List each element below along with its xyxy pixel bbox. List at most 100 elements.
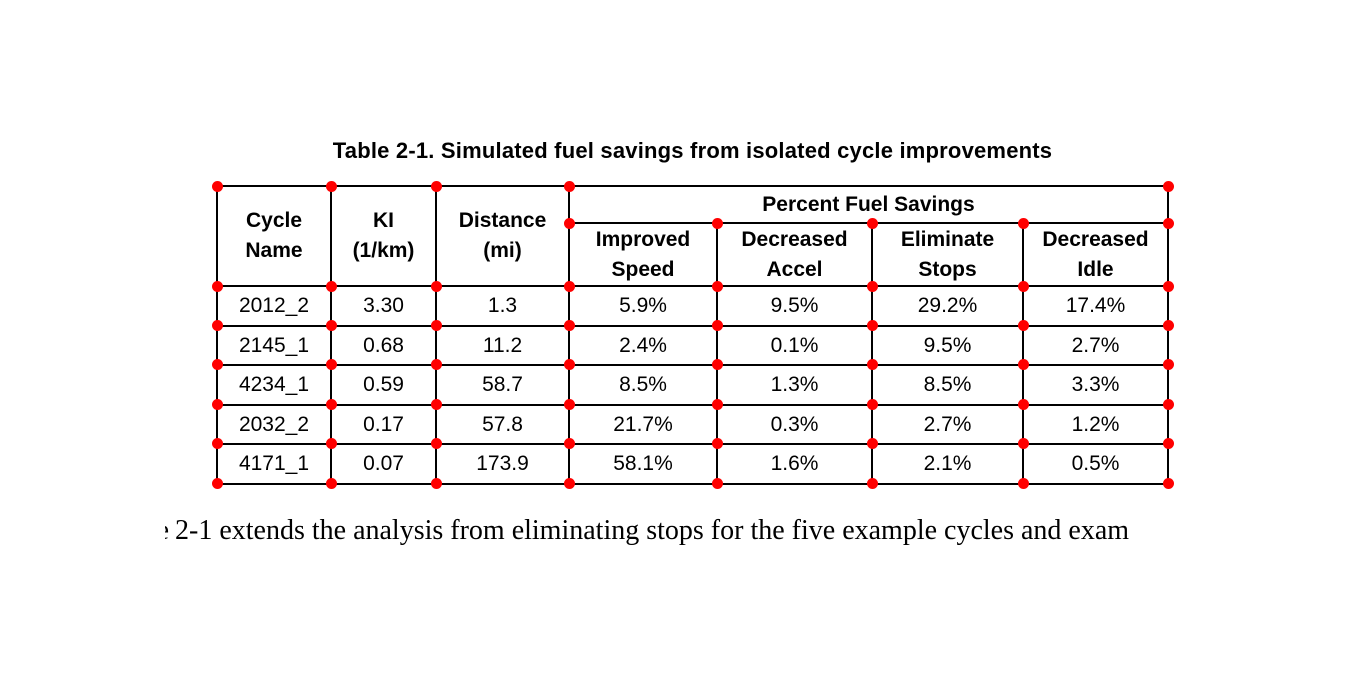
corner-marker-dot bbox=[1017, 437, 1029, 449]
corner-marker-dot bbox=[325, 319, 337, 331]
corner-marker-dot bbox=[325, 280, 337, 292]
col-header-eliminate-stops: Eliminate Stops bbox=[871, 222, 1024, 287]
cell-decreased-idle: 2.7% bbox=[1022, 325, 1169, 366]
corner-marker-dot bbox=[430, 358, 442, 370]
cell-decreased-accel: 9.5% bbox=[716, 285, 873, 327]
cell-ki: 0.59 bbox=[330, 364, 437, 406]
fuel-savings-table: Cycle Name KI (1/km) Distance (mi) Perce… bbox=[216, 185, 1169, 485]
corner-marker-dot bbox=[866, 217, 878, 229]
body-text-line: e2-1 extends the analysis from eliminati… bbox=[165, 511, 1366, 551]
col-header-decreased-accel: Decreased Accel bbox=[716, 222, 873, 287]
corner-marker-dot bbox=[711, 358, 723, 370]
cell-decreased-idle: 1.2% bbox=[1022, 404, 1169, 445]
cell-decreased-accel: 1.6% bbox=[716, 443, 873, 485]
corner-marker-dot bbox=[325, 180, 337, 192]
cell-eliminate-stops: 2.7% bbox=[871, 404, 1024, 445]
cell-improved-speed: 58.1% bbox=[568, 443, 718, 485]
cell-improved-speed: 2.4% bbox=[568, 325, 718, 366]
corner-marker-dot bbox=[711, 477, 723, 489]
cell-ki: 0.68 bbox=[330, 325, 437, 366]
corner-marker-dot bbox=[430, 280, 442, 292]
body-text: 2-1 extends the analysis from eliminatin… bbox=[175, 515, 1130, 546]
cell-distance: 58.7 bbox=[435, 364, 570, 406]
corner-marker-dot bbox=[430, 398, 442, 410]
col-header-distance: Distance (mi) bbox=[435, 185, 570, 287]
corner-marker-dot bbox=[1162, 437, 1174, 449]
corner-marker-dot bbox=[325, 358, 337, 370]
corner-marker-dot bbox=[211, 437, 223, 449]
cell-ki: 0.07 bbox=[330, 443, 437, 485]
corner-marker-dot bbox=[1017, 319, 1029, 331]
table-row: 2145_1 0.68 11.2 2.4% 0.1% 9.5% 2.7% bbox=[216, 325, 1169, 366]
table-row: 2032_2 0.17 57.8 21.7% 0.3% 2.7% 1.2% bbox=[216, 404, 1169, 445]
table-row: 4171_1 0.07 173.9 58.1% 1.6% 2.1% 0.5% bbox=[216, 443, 1169, 485]
cell-cycle-name: 2012_2 bbox=[216, 285, 332, 327]
corner-marker-dot bbox=[866, 477, 878, 489]
col-header-improved-speed: Improved Speed bbox=[568, 222, 718, 287]
cell-improved-speed: 5.9% bbox=[568, 285, 718, 327]
corner-marker-dot bbox=[711, 217, 723, 229]
corner-marker-dot bbox=[1162, 180, 1174, 192]
cell-cycle-name: 2145_1 bbox=[216, 325, 332, 366]
corner-marker-dot bbox=[563, 398, 575, 410]
cell-eliminate-stops: 2.1% bbox=[871, 443, 1024, 485]
corner-marker-dot bbox=[866, 437, 878, 449]
corner-marker-dot bbox=[430, 437, 442, 449]
col-header-ki: KI (1/km) bbox=[330, 185, 437, 287]
corner-marker-dot bbox=[563, 319, 575, 331]
corner-marker-dot bbox=[1162, 477, 1174, 489]
table-row: 4234_1 0.59 58.7 8.5% 1.3% 8.5% 3.3% bbox=[216, 364, 1169, 406]
corner-marker-dot bbox=[430, 319, 442, 331]
cell-decreased-idle: 17.4% bbox=[1022, 285, 1169, 327]
corner-marker-dot bbox=[711, 319, 723, 331]
cell-cycle-name: 2032_2 bbox=[216, 404, 332, 445]
corner-marker-dot bbox=[563, 217, 575, 229]
table-row: 2012_2 3.30 1.3 5.9% 9.5% 29.2% 17.4% bbox=[216, 285, 1169, 327]
corner-marker-dot bbox=[1017, 477, 1029, 489]
corner-marker-dot bbox=[1162, 398, 1174, 410]
col-group-header-percent-fuel-savings: Percent Fuel Savings bbox=[568, 185, 1169, 224]
corner-marker-dot bbox=[211, 398, 223, 410]
cell-eliminate-stops: 9.5% bbox=[871, 325, 1024, 366]
corner-marker-dot bbox=[866, 280, 878, 292]
col-header-decreased-idle: Decreased Idle bbox=[1022, 222, 1169, 287]
corner-marker-dot bbox=[1162, 319, 1174, 331]
cell-decreased-accel: 0.3% bbox=[716, 404, 873, 445]
corner-marker-dot bbox=[563, 477, 575, 489]
corner-marker-dot bbox=[866, 319, 878, 331]
corner-marker-dot bbox=[325, 477, 337, 489]
corner-marker-dot bbox=[325, 437, 337, 449]
corner-marker-dot bbox=[1162, 280, 1174, 292]
clipped-word-fragment: e bbox=[165, 511, 169, 551]
cell-decreased-accel: 1.3% bbox=[716, 364, 873, 406]
cell-ki: 0.17 bbox=[330, 404, 437, 445]
corner-marker-dot bbox=[1162, 358, 1174, 370]
corner-marker-dot bbox=[211, 477, 223, 489]
cell-eliminate-stops: 8.5% bbox=[871, 364, 1024, 406]
cell-improved-speed: 8.5% bbox=[568, 364, 718, 406]
corner-marker-dot bbox=[430, 180, 442, 192]
table-caption: Table 2-1. Simulated fuel savings from i… bbox=[332, 138, 1053, 163]
corner-marker-dot bbox=[1162, 217, 1174, 229]
cell-eliminate-stops: 29.2% bbox=[871, 285, 1024, 327]
cell-distance: 11.2 bbox=[435, 325, 570, 366]
corner-marker-dot bbox=[563, 437, 575, 449]
corner-marker-dot bbox=[711, 398, 723, 410]
cell-ki: 3.30 bbox=[330, 285, 437, 327]
corner-marker-dot bbox=[563, 358, 575, 370]
cell-distance: 57.8 bbox=[435, 404, 570, 445]
corner-marker-dot bbox=[711, 280, 723, 292]
corner-marker-dot bbox=[211, 358, 223, 370]
corner-marker-dot bbox=[866, 398, 878, 410]
corner-marker-dot bbox=[1017, 280, 1029, 292]
corner-marker-dot bbox=[1017, 398, 1029, 410]
cell-decreased-idle: 0.5% bbox=[1022, 443, 1169, 485]
cell-distance: 173.9 bbox=[435, 443, 570, 485]
cell-improved-speed: 21.7% bbox=[568, 404, 718, 445]
cell-decreased-idle: 3.3% bbox=[1022, 364, 1169, 406]
cell-decreased-accel: 0.1% bbox=[716, 325, 873, 366]
corner-marker-dot bbox=[563, 180, 575, 192]
corner-marker-dot bbox=[1017, 217, 1029, 229]
corner-marker-dot bbox=[211, 280, 223, 292]
corner-marker-dot bbox=[430, 477, 442, 489]
